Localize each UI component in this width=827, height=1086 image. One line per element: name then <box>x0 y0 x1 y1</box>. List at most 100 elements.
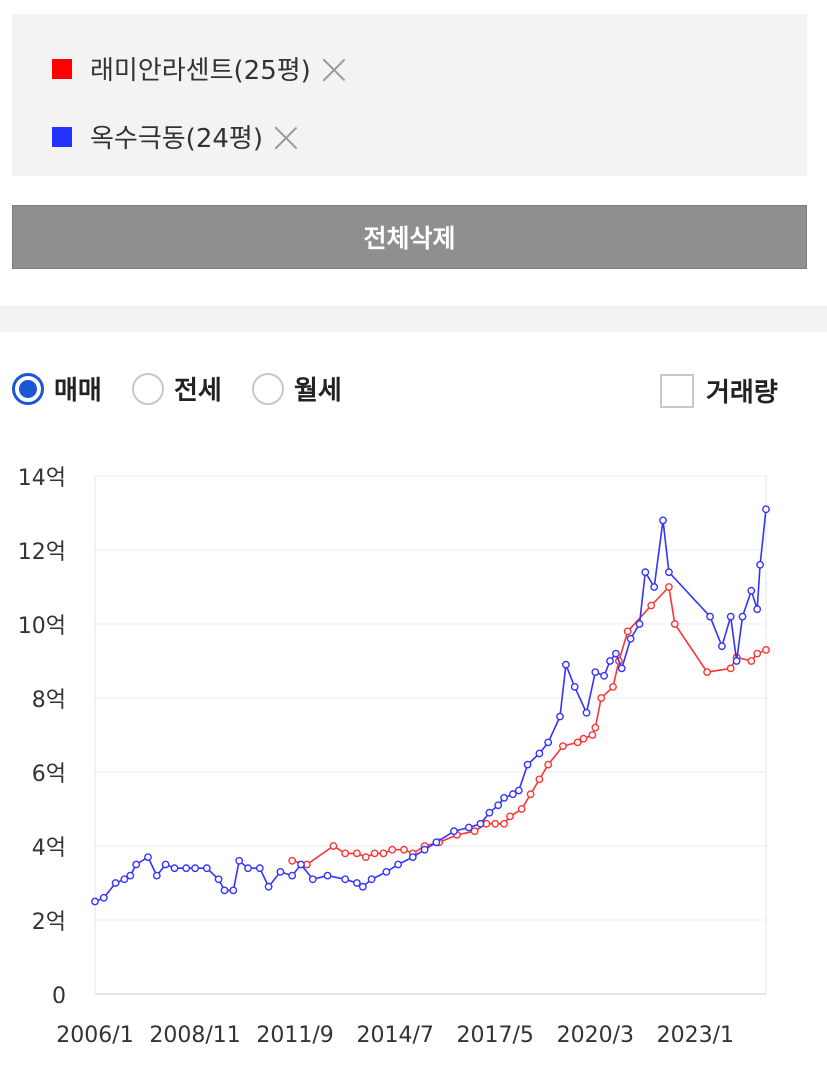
y-tick-label: 14억 <box>18 466 66 491</box>
data-point <box>756 560 764 569</box>
data-point <box>288 871 297 880</box>
radio-label: 매매 <box>54 376 102 406</box>
data-point <box>559 742 567 750</box>
data-point <box>308 875 317 884</box>
close-icon[interactable] <box>273 124 299 150</box>
data-point <box>665 568 673 577</box>
data-point <box>600 671 608 680</box>
data-point <box>485 808 494 817</box>
data-point <box>623 627 632 636</box>
x-tick-label: 2017/5 <box>457 1023 534 1048</box>
data-point <box>535 749 544 758</box>
data-point <box>235 856 244 865</box>
y-tick-label: 10억 <box>18 614 66 639</box>
data-point <box>99 893 108 902</box>
volume-label: 거래량 <box>706 378 778 408</box>
chart-grid <box>94 475 767 995</box>
radio-button[interactable] <box>252 372 284 405</box>
data-point <box>726 612 735 621</box>
data-point <box>367 875 376 884</box>
data-point <box>323 871 332 880</box>
x-tick-label: 2023/1 <box>657 1023 734 1048</box>
data-point <box>432 838 441 847</box>
data-point <box>255 864 264 873</box>
radio-button[interactable] <box>132 372 164 405</box>
data-point <box>718 642 726 651</box>
data-point <box>464 823 473 832</box>
data-point <box>170 864 179 873</box>
x-tick-label: 2006/1 <box>56 1023 133 1048</box>
y-tick-label: 8억 <box>32 688 66 713</box>
data-point <box>535 775 544 784</box>
data-point <box>144 853 152 861</box>
series-lines <box>91 505 770 906</box>
data-point <box>394 860 402 869</box>
data-point <box>214 875 223 884</box>
data-point <box>544 738 553 747</box>
data-point <box>329 842 338 850</box>
data-point <box>152 871 161 880</box>
plot-area <box>94 475 767 995</box>
radio-button-checked[interactable] <box>12 372 44 405</box>
radio-label: 월세 <box>294 376 342 406</box>
section-divider <box>0 306 827 332</box>
data-point <box>126 871 135 880</box>
data-point <box>132 860 141 869</box>
trade-type-bar: 매매 전세 월세 거래량 <box>12 370 812 412</box>
data-point <box>747 586 756 595</box>
data-point <box>276 867 285 876</box>
data-point <box>341 849 350 858</box>
data-point <box>361 853 370 861</box>
data-point <box>762 645 770 654</box>
data-point <box>450 827 458 836</box>
series-color-swatch <box>52 126 72 147</box>
radio-jeonse[interactable]: 전세 <box>132 370 222 407</box>
data-point <box>244 864 252 873</box>
data-point <box>161 860 170 869</box>
data-point <box>500 819 508 828</box>
data-point <box>491 819 500 828</box>
close-icon[interactable] <box>321 56 347 82</box>
data-point <box>514 786 523 795</box>
data-point <box>500 793 508 802</box>
data-point <box>191 864 200 873</box>
data-point <box>670 620 679 628</box>
data-point <box>591 668 600 677</box>
data-point <box>556 712 564 721</box>
data-point <box>352 879 361 887</box>
data-point <box>509 790 517 799</box>
compare-item-label: 래미안라센트(25평) <box>90 56 311 86</box>
data-point <box>665 583 673 591</box>
volume-checkbox[interactable] <box>660 373 694 408</box>
data-point <box>612 649 620 658</box>
data-point <box>579 734 588 743</box>
radio-label: 전세 <box>174 376 222 406</box>
data-point <box>470 827 479 836</box>
data-point <box>647 601 656 610</box>
data-point <box>120 875 129 884</box>
data-point <box>659 516 667 525</box>
radio-monthly-rent[interactable]: 월세 <box>252 370 342 407</box>
data-point <box>297 860 305 869</box>
data-point <box>264 882 273 891</box>
data-point <box>288 856 297 865</box>
data-point <box>762 505 770 514</box>
data-point <box>641 568 650 577</box>
delete-all-button[interactable]: 전체삭제 <box>12 205 807 269</box>
data-point <box>506 812 514 821</box>
y-tick-label: 2억 <box>32 910 66 935</box>
data-point <box>382 867 391 876</box>
data-point <box>626 634 635 643</box>
x-axis-ticks: 2006/1 2008/11 2011/9 2014/7 2017/5 2020/3 202… <box>56 1023 734 1048</box>
y-tick-label: 0 <box>52 984 66 1009</box>
volume-toggle[interactable]: 거래량 <box>660 372 778 409</box>
data-point <box>229 886 238 895</box>
data-point <box>703 668 711 677</box>
data-point <box>202 864 211 873</box>
compare-item-oksu: 옥수극동(24평) <box>52 118 299 155</box>
data-point <box>597 694 606 702</box>
data-point <box>726 664 735 673</box>
data-point <box>573 738 582 747</box>
radio-sale[interactable]: 매매 <box>12 370 102 407</box>
